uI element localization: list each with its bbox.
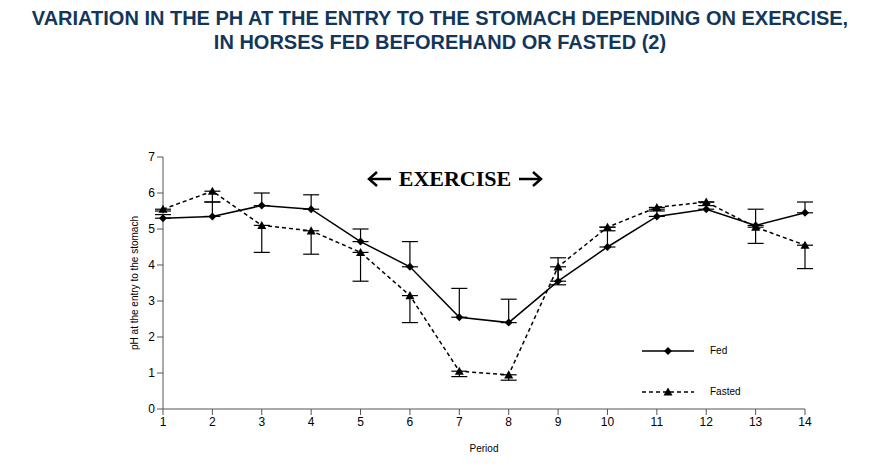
svg-text:9: 9 [555,415,562,429]
svg-text:3: 3 [148,294,155,308]
svg-text:3: 3 [258,415,265,429]
svg-text:2: 2 [148,330,155,344]
svg-text:2: 2 [209,415,216,429]
svg-text:5: 5 [357,415,364,429]
svg-text:0: 0 [148,402,155,416]
svg-text:14: 14 [798,415,812,429]
svg-text:Period: Period [470,443,499,454]
html-text:VARIATION IN THE PH AT THE ENT: VARIATION IN THE PH AT THE ENTRY TO THE … [31,7,849,53]
svg-text:6: 6 [148,186,155,200]
svg-text:1: 1 [148,366,155,380]
svg-text:1: 1 [160,415,167,429]
svg-text:10: 10 [601,415,615,429]
svg-text:8: 8 [505,415,512,429]
svg-text:4: 4 [148,258,155,272]
svg-text:7: 7 [456,415,463,429]
svg-text:13: 13 [749,415,763,429]
svg-text:pH at the entry to the stomach: pH at the entry to the stomach [129,216,140,350]
html-text:Fasted: Fasted [710,386,741,397]
svg-text:12: 12 [700,415,714,429]
svg-text:5: 5 [148,222,155,236]
svg-text:11: 11 [651,415,664,429]
svg-text:4: 4 [308,415,315,429]
html-text:EXERCISE: EXERCISE [398,166,512,191]
html-text:Fed: Fed [710,345,728,356]
svg-text:7: 7 [148,150,155,164]
svg-text:6: 6 [407,415,414,429]
